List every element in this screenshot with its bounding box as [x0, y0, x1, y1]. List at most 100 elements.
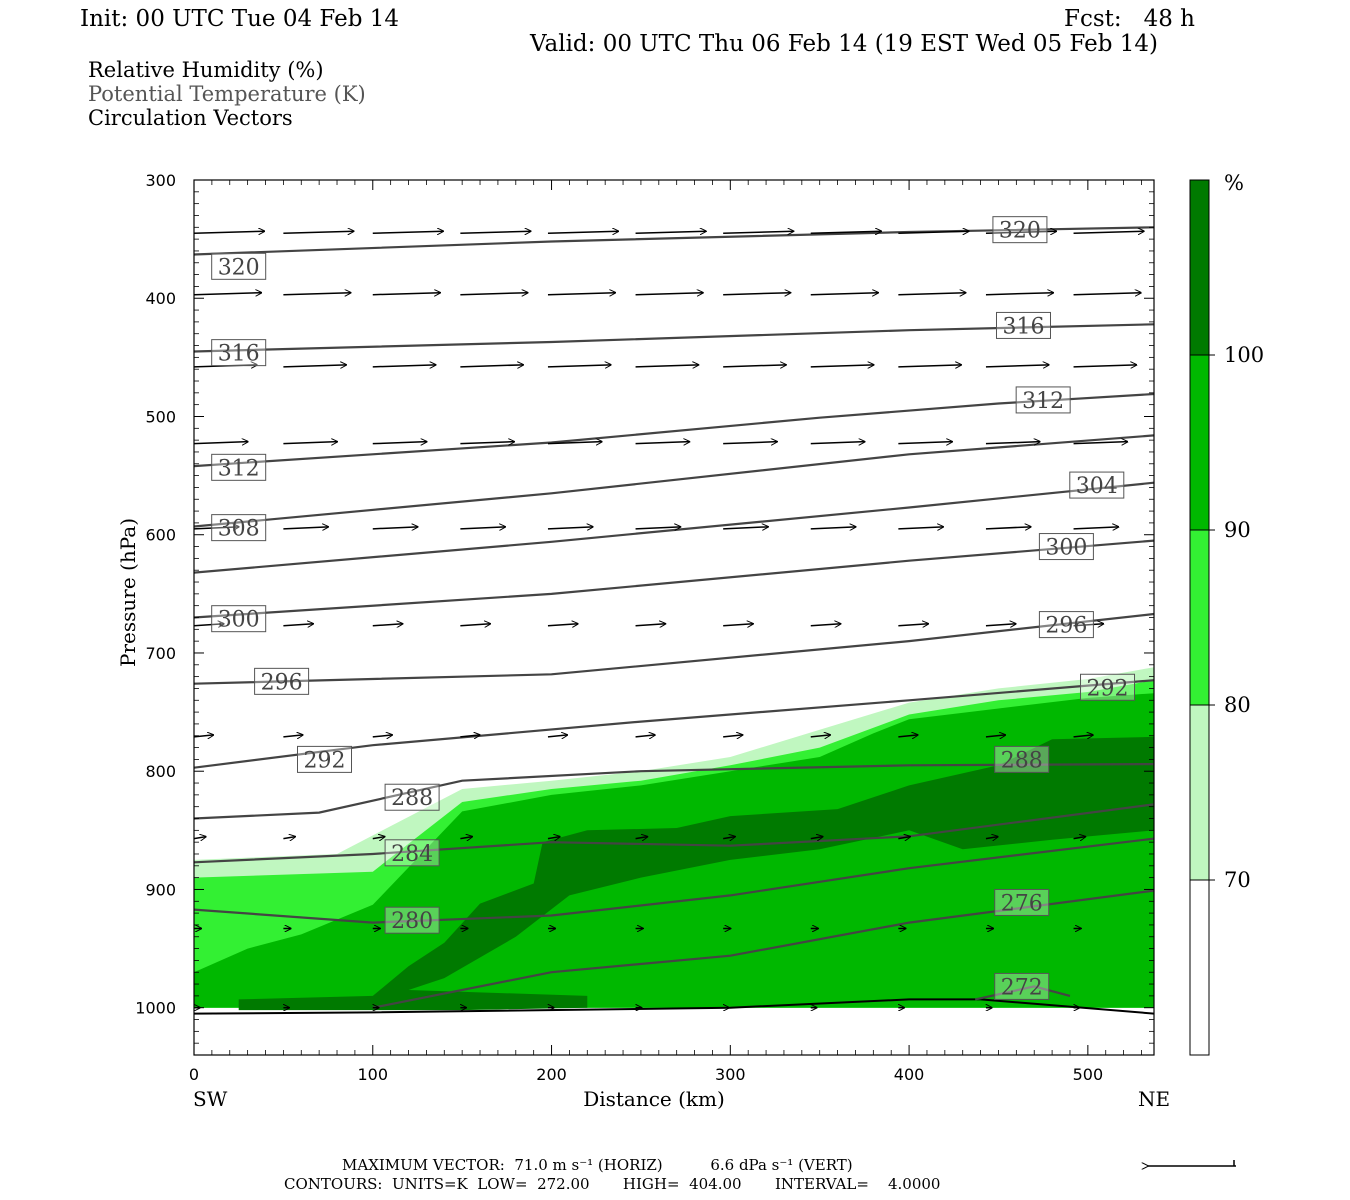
circulation-vector — [372, 837, 385, 839]
contour-label: 304 — [1076, 474, 1118, 499]
circulation-vector — [810, 231, 882, 233]
circulation-vector — [372, 624, 403, 626]
circulation-vector — [635, 624, 666, 626]
contour-label-box — [1038, 611, 1094, 639]
circulation-vector — [460, 365, 523, 367]
colorbar-segment — [1190, 880, 1209, 1055]
y-tick-label: 700 — [145, 644, 176, 663]
circulation-vector — [194, 293, 262, 295]
contour-label: 312 — [1022, 389, 1064, 414]
circulation-vector — [460, 527, 505, 529]
theta-contour-320 — [194, 226, 1154, 256]
circulation-vector — [723, 624, 753, 626]
circulation-vector — [547, 293, 616, 295]
circulation-vector — [810, 624, 841, 626]
circulation-vector — [898, 837, 910, 839]
contour-label: 300 — [218, 608, 260, 633]
y-tick-label: 500 — [145, 407, 176, 426]
theta-contour-308 — [194, 434, 1154, 528]
circulation-vector — [194, 735, 214, 737]
colorbar-tick-label: 90 — [1224, 518, 1251, 542]
circulation-vector — [985, 735, 1006, 737]
colorbar-segment — [1190, 180, 1209, 355]
circulation-vector — [635, 365, 699, 367]
circulation-vector — [1073, 837, 1086, 839]
circulation-vector — [723, 735, 743, 737]
circulation-vector — [898, 527, 943, 529]
circulation-vector — [547, 365, 611, 367]
contour-label: 292 — [304, 748, 346, 773]
x-tick-label: 100 — [357, 1065, 388, 1084]
field-label-vectors: Circulation Vectors — [88, 106, 293, 130]
x-tick-label: 200 — [536, 1065, 567, 1084]
colorbar-tick-label: 70 — [1224, 868, 1251, 892]
circulation-vector — [635, 735, 656, 737]
contour-label-box — [1015, 386, 1071, 414]
colorbar-unit: % — [1224, 171, 1244, 195]
circulation-vector — [1153, 232, 1154, 234]
circulation-vector — [194, 231, 265, 233]
colorbar-tick-label: 80 — [1224, 693, 1251, 717]
theta-contour-312 — [194, 392, 1154, 468]
circulation-vector — [547, 231, 619, 233]
valid-time: Valid: 00 UTC Thu 06 Feb 14 (19 EST Wed … — [530, 31, 1159, 57]
circulation-vector — [283, 442, 337, 444]
circulation-vector — [283, 293, 351, 295]
circulation-vector — [372, 293, 441, 295]
circulation-vector — [372, 442, 427, 444]
circulation-vector — [460, 293, 528, 295]
circulation-vector — [1153, 293, 1154, 295]
circulation-vector — [283, 365, 346, 367]
y-tick-label: 800 — [145, 762, 176, 781]
contour-label: 280 — [391, 909, 433, 934]
circulation-vector — [985, 231, 1057, 233]
circulation-vector — [810, 293, 879, 295]
circulation-vector — [283, 735, 303, 737]
colorbar-tick-label: 100 — [1224, 343, 1264, 367]
circulation-vector — [372, 527, 418, 529]
circulation-vector — [194, 442, 248, 444]
rh-region-100 — [238, 736, 1154, 1011]
colorbar-segment — [1190, 530, 1209, 705]
theta-contour-284 — [194, 803, 1154, 864]
contour-label: 308 — [218, 517, 260, 542]
circulation-vector — [723, 293, 791, 295]
circulation-vector — [547, 735, 568, 737]
forecast-hour: Fcst: 48 h — [1064, 6, 1195, 32]
contour-label-box — [384, 783, 440, 811]
colorbar-frame — [1189, 179, 1210, 1056]
theta-contour-316 — [194, 323, 1154, 353]
contour-label-box — [1080, 673, 1136, 701]
circulation-vector — [460, 735, 480, 737]
contour-label: 284 — [391, 842, 433, 867]
circulation-vector — [898, 735, 918, 737]
theta-contour-280 — [194, 837, 1154, 924]
circulation-vector — [1073, 442, 1128, 444]
circulation-vector — [283, 527, 328, 529]
contour-label: 296 — [1045, 614, 1087, 639]
contour-label-box — [297, 745, 353, 773]
x-end-label-right: NE — [1138, 1087, 1170, 1111]
contour-label: 276 — [1001, 891, 1043, 916]
contour-label-box — [384, 839, 440, 867]
circulation-vector — [898, 442, 952, 444]
circulation-vector — [635, 527, 681, 529]
contour-label: 288 — [391, 786, 433, 811]
circulation-vector — [635, 442, 690, 444]
contour-label-box — [211, 453, 267, 481]
circulation-vector — [985, 624, 1016, 626]
contour-label-box — [995, 311, 1051, 339]
circulation-vector — [1073, 624, 1104, 626]
circulation-vector — [985, 442, 1040, 444]
x-end-label-left: SW — [193, 1087, 228, 1111]
contour-label-box — [211, 605, 267, 633]
max-vector-note: MAXIMUM VECTOR: 71.0 m s⁻¹ (HORIZ) 6.6 d… — [342, 1156, 853, 1174]
circulation-vector — [898, 231, 969, 233]
contour-label: 288 — [1001, 748, 1043, 773]
contour-label-box — [994, 888, 1050, 916]
contour-label-box — [254, 667, 310, 695]
circulation-vector — [283, 624, 313, 626]
circulation-vector — [194, 527, 239, 529]
circulation-vector — [1153, 625, 1154, 626]
